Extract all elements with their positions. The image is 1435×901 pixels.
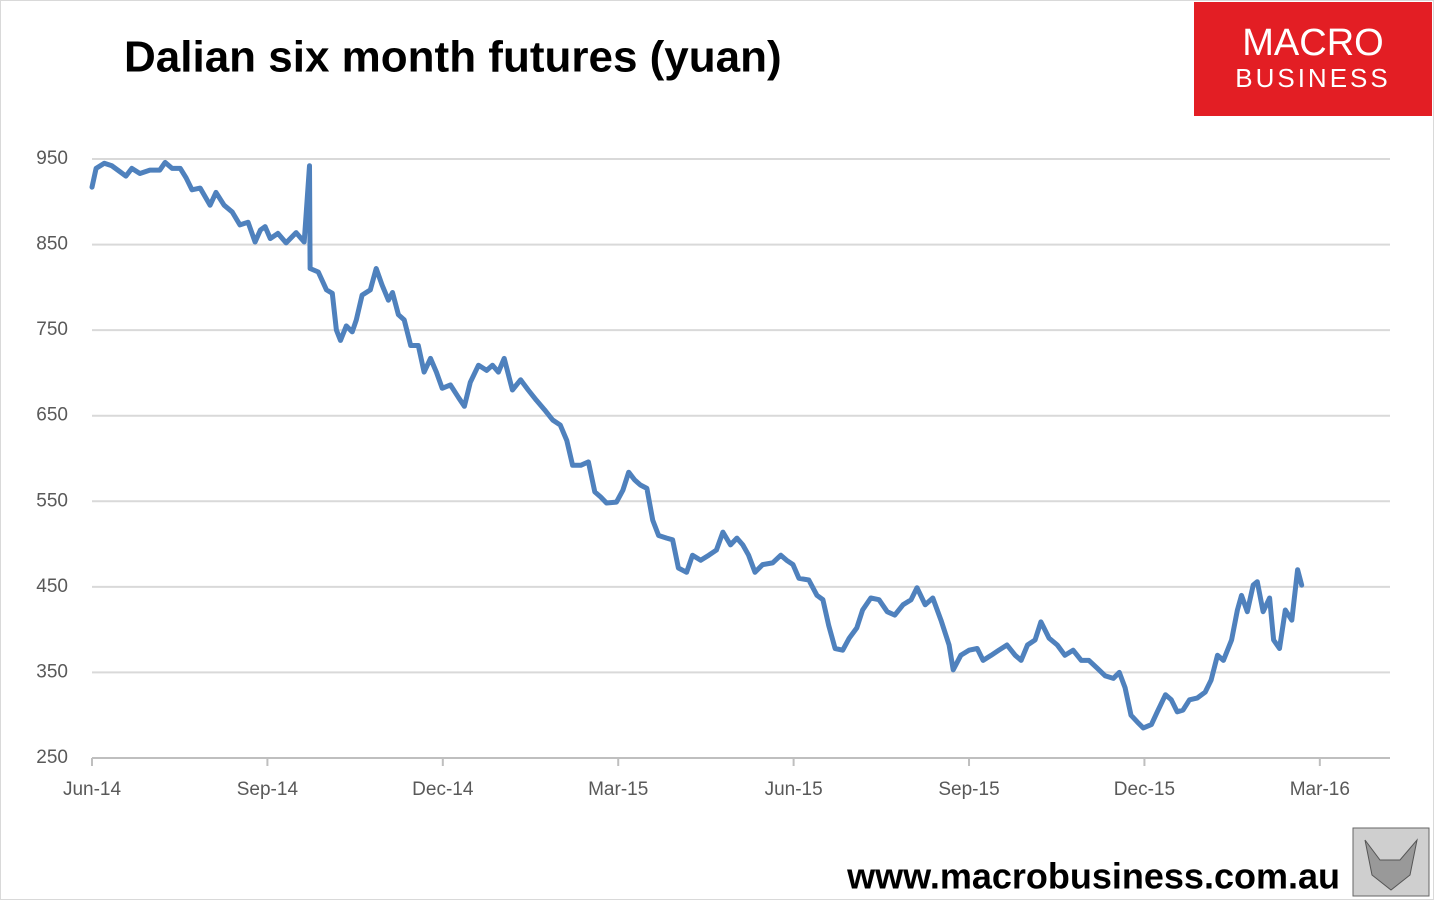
x-tick-label: Sep-15 bbox=[938, 779, 999, 800]
y-tick-label: 850 bbox=[36, 234, 68, 255]
plot: 250 350 450 550 650 750 850 950 Jun-14 Sep-14 Dec-… bbox=[36, 148, 1390, 800]
y-tick-label: 250 bbox=[36, 747, 68, 768]
y-tick-label: 450 bbox=[36, 576, 68, 597]
website: www.macrobusiness.com.au bbox=[846, 856, 1340, 897]
x-tick-label: Sep-14 bbox=[237, 779, 299, 800]
fox-face bbox=[1364, 838, 1418, 891]
chart-title: Dalian six month futures (yuan) bbox=[124, 33, 782, 82]
x-tick-label: Mar-16 bbox=[1290, 779, 1350, 800]
logo-bottom: BUSINESS bbox=[1235, 63, 1391, 93]
x-tick-label: Dec-14 bbox=[412, 779, 474, 800]
logo-box bbox=[1194, 2, 1432, 116]
data-line bbox=[89, 159, 1305, 731]
y-tick-label: 750 bbox=[36, 319, 68, 340]
y-tick-label: 650 bbox=[36, 405, 68, 426]
x-tick-label: Jun-15 bbox=[765, 779, 823, 800]
logo: MACRO BUSINESS bbox=[1194, 2, 1432, 116]
y-tick-label: 550 bbox=[36, 490, 68, 511]
x-tick-label: Mar-15 bbox=[588, 779, 648, 800]
y-tick-label: 950 bbox=[36, 148, 68, 169]
y-tick-label: 350 bbox=[36, 661, 68, 682]
x-tick-label: Dec-15 bbox=[1114, 779, 1175, 800]
logo-top: MACRO bbox=[1242, 22, 1383, 64]
x-tick-label: Jun-14 bbox=[63, 779, 122, 800]
